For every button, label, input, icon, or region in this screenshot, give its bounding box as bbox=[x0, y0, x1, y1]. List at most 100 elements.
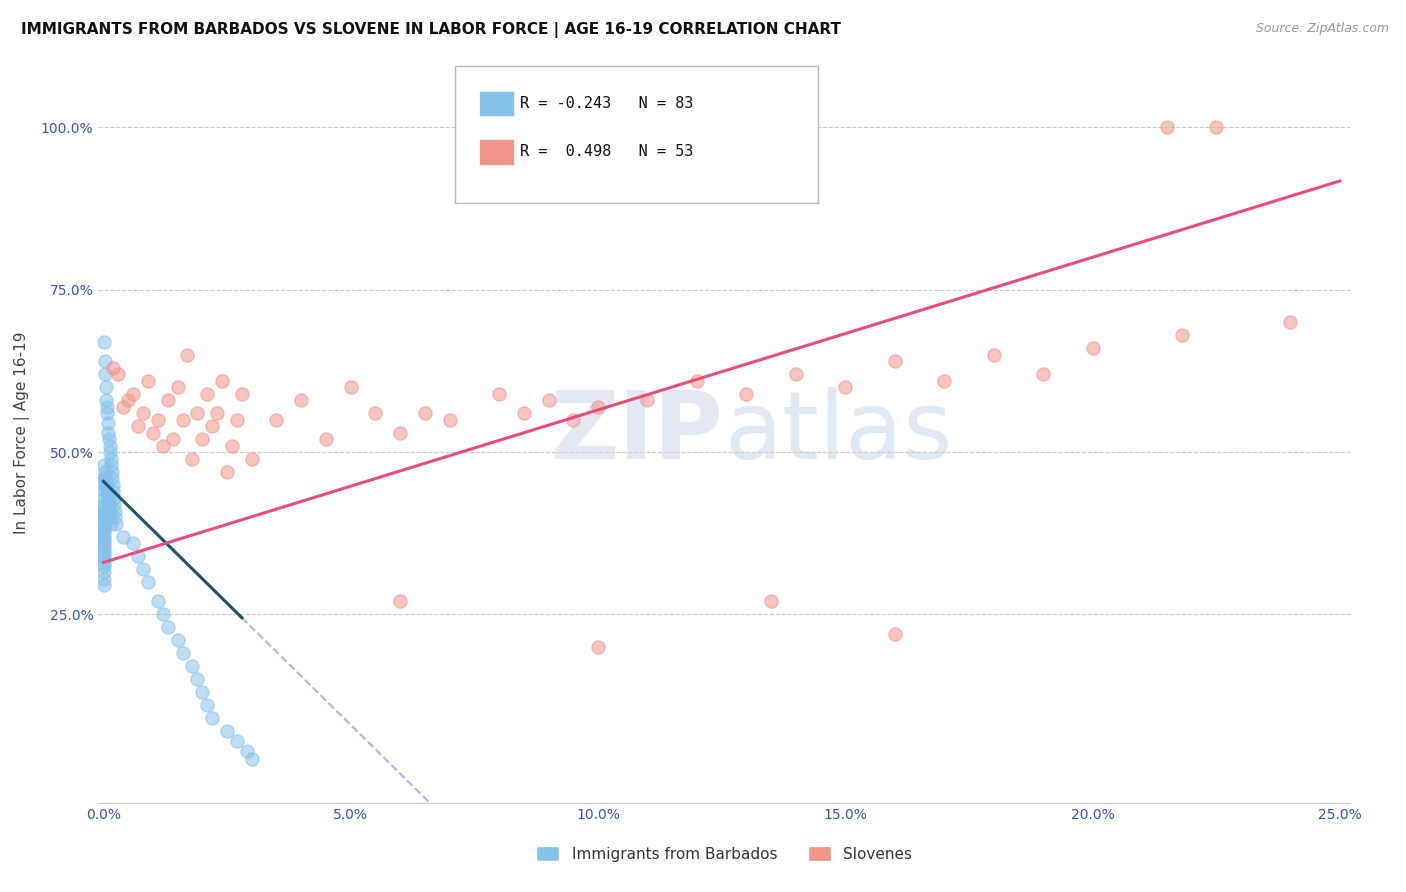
Point bbox=[112, 400, 135, 414]
Point bbox=[93, 566, 115, 580]
Point bbox=[93, 533, 115, 547]
Point bbox=[221, 439, 243, 453]
Point bbox=[225, 412, 247, 426]
Point bbox=[205, 406, 228, 420]
Point bbox=[112, 529, 135, 543]
Point bbox=[586, 400, 609, 414]
Point bbox=[96, 481, 118, 495]
Y-axis label: In Labor Force | Age 16-19: In Labor Force | Age 16-19 bbox=[14, 331, 30, 534]
Point bbox=[93, 536, 115, 550]
Point bbox=[240, 751, 263, 765]
Point bbox=[97, 425, 120, 440]
Point bbox=[97, 416, 120, 430]
Point bbox=[142, 425, 165, 440]
Point bbox=[103, 484, 125, 499]
Point bbox=[1170, 328, 1192, 343]
Point bbox=[186, 406, 208, 420]
Point bbox=[156, 393, 179, 408]
Point bbox=[93, 572, 115, 586]
Point bbox=[93, 520, 115, 534]
Point bbox=[759, 594, 782, 608]
Point bbox=[104, 516, 127, 531]
Point bbox=[513, 406, 536, 420]
Point bbox=[240, 451, 263, 466]
Point bbox=[93, 497, 115, 511]
Point bbox=[93, 529, 115, 543]
Text: atlas: atlas bbox=[724, 386, 952, 479]
Point bbox=[104, 510, 127, 524]
Point bbox=[132, 406, 155, 420]
Point bbox=[290, 393, 312, 408]
Point bbox=[389, 594, 412, 608]
Point bbox=[93, 556, 115, 570]
Point bbox=[100, 451, 122, 466]
Point bbox=[94, 367, 117, 381]
Point bbox=[1279, 315, 1302, 329]
Point bbox=[132, 562, 155, 576]
Point bbox=[93, 500, 115, 515]
Point bbox=[127, 419, 149, 434]
Point bbox=[181, 451, 204, 466]
Point bbox=[93, 458, 115, 472]
Point bbox=[195, 386, 218, 401]
Point bbox=[215, 724, 238, 739]
Point bbox=[96, 406, 118, 420]
Point bbox=[101, 471, 124, 485]
Point bbox=[146, 412, 169, 426]
Point bbox=[439, 412, 461, 426]
Point bbox=[127, 549, 149, 563]
Point bbox=[315, 432, 337, 446]
Point bbox=[93, 491, 115, 505]
Point bbox=[96, 400, 118, 414]
Point bbox=[93, 578, 115, 592]
Point bbox=[176, 348, 198, 362]
Point bbox=[191, 685, 214, 699]
Text: ZIP: ZIP bbox=[551, 386, 724, 479]
Point bbox=[883, 627, 905, 641]
Point bbox=[686, 374, 709, 388]
Point bbox=[93, 558, 115, 573]
Point bbox=[983, 348, 1005, 362]
Point bbox=[93, 546, 115, 560]
Point bbox=[136, 574, 159, 589]
Point bbox=[98, 503, 121, 517]
Point bbox=[97, 487, 120, 501]
Point bbox=[172, 647, 194, 661]
FancyBboxPatch shape bbox=[456, 66, 818, 203]
Point bbox=[181, 659, 204, 673]
Point bbox=[488, 386, 510, 401]
Point bbox=[266, 412, 288, 426]
Point bbox=[152, 607, 174, 622]
Text: R =  0.498   N = 53: R = 0.498 N = 53 bbox=[520, 144, 693, 159]
Point bbox=[122, 386, 145, 401]
Point bbox=[834, 380, 856, 394]
Point bbox=[117, 393, 139, 408]
Point bbox=[93, 539, 115, 553]
Point bbox=[122, 536, 145, 550]
Point bbox=[93, 510, 115, 524]
Point bbox=[93, 477, 115, 491]
Point bbox=[636, 393, 658, 408]
Point bbox=[94, 354, 117, 368]
Point bbox=[98, 432, 121, 446]
Point bbox=[231, 386, 253, 401]
Point bbox=[93, 334, 115, 349]
Point bbox=[225, 734, 247, 748]
Point bbox=[162, 432, 184, 446]
Point bbox=[103, 360, 125, 375]
Point bbox=[1156, 120, 1178, 135]
Point bbox=[586, 640, 609, 654]
Point bbox=[93, 513, 115, 527]
Point bbox=[1081, 341, 1104, 355]
FancyBboxPatch shape bbox=[479, 139, 513, 165]
Point bbox=[93, 484, 115, 499]
Point bbox=[236, 744, 259, 758]
Point bbox=[211, 374, 233, 388]
Point bbox=[785, 367, 807, 381]
Point bbox=[107, 367, 129, 381]
Point bbox=[100, 458, 122, 472]
Point bbox=[201, 419, 224, 434]
Point bbox=[103, 491, 125, 505]
Point bbox=[166, 633, 188, 648]
Point bbox=[94, 475, 117, 489]
